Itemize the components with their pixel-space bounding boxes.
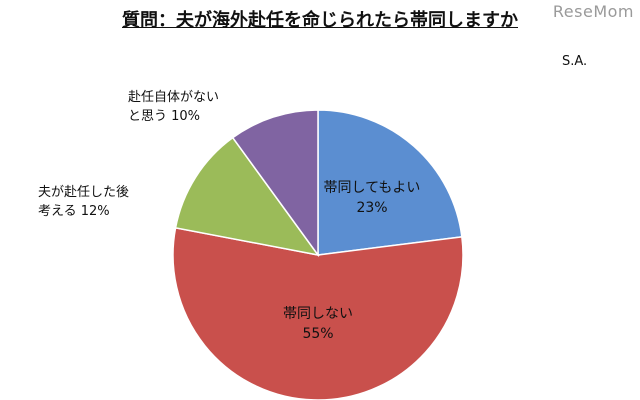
- pie-slice-decide-later: [174, 136, 320, 257]
- slice-label-not-accompany-name: 帯同しない: [283, 306, 353, 322]
- slice-label-decide-later-line1: 夫が赴任した後: [38, 185, 130, 200]
- slice-label-willing-value: 23%: [356, 200, 387, 216]
- watermark-logo: ReseMom: [552, 2, 634, 21]
- slice-label-decide-later-line2: 考える 12%: [38, 204, 110, 219]
- slice-label-willing-name: 帯同してもよい: [324, 180, 421, 196]
- slice-label-not-accompany-value: 55%: [302, 326, 333, 342]
- slice-label-no-posting-line1: 赴任自体がない: [128, 90, 220, 105]
- slice-label-no-posting: 赴任自体がない と思う 10%: [128, 88, 219, 126]
- pie-slice-willing: [317, 109, 463, 256]
- single-answer-note: S.A.: [562, 54, 588, 69]
- slice-label-decide-later: 夫が赴任した後 考える 12%: [38, 183, 129, 221]
- chart-title: 質問：夫が海外赴任を命じられたら帯同しますか: [122, 10, 518, 31]
- pie-slice-no-posting: [231, 109, 319, 258]
- slice-label-no-posting-line2: と思う 10%: [128, 109, 201, 124]
